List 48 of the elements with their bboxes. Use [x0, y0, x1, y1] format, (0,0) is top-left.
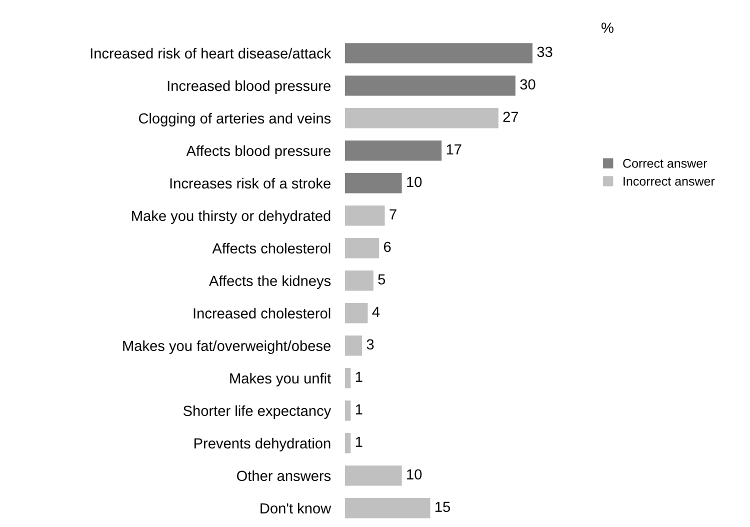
bar	[345, 140, 442, 161]
bar	[345, 466, 402, 486]
legend-label: Incorrect answer	[624, 176, 715, 186]
bar	[345, 173, 402, 194]
data-label: 3	[366, 339, 374, 350]
data-label: 27	[503, 112, 518, 122]
data-label: 30	[520, 79, 536, 90]
y-tick-label: Make you thirsty or dehydrated	[132, 210, 330, 224]
data-label: 1	[356, 436, 362, 447]
bar	[345, 336, 362, 356]
y-tick-label: Makes you unfit	[230, 372, 332, 386]
bar	[345, 433, 351, 454]
data-label: 17	[446, 144, 462, 154]
bar	[345, 303, 368, 324]
bar	[345, 76, 516, 96]
y-tick-label: Affects the kidneys	[209, 275, 331, 289]
y-tick-label: Shorter life expectancy	[183, 405, 332, 419]
legend-label: Correct answer	[623, 158, 708, 168]
bar	[345, 400, 351, 421]
bar	[345, 238, 380, 258]
text: %	[602, 22, 614, 33]
y-tick-label: Increased blood pressure	[168, 80, 330, 94]
data-label: 10	[407, 469, 422, 480]
data-label: 5	[378, 274, 386, 285]
bar	[345, 206, 385, 226]
bar	[345, 43, 532, 64]
bar	[345, 498, 430, 518]
y-tick-label: Affects blood pressure	[186, 145, 330, 159]
y-tick-label: Affects cholesterol	[212, 242, 330, 254]
data-label: 10	[407, 176, 422, 188]
y-tick-label: Increased risk of heart disease/attack	[90, 48, 332, 59]
data-label: 1	[356, 404, 362, 414]
data-label: 15	[436, 502, 450, 512]
data-label: 1	[356, 372, 362, 382]
y-tick-label: Makes you fat/overweight/obese	[123, 340, 330, 354]
y-tick-label: Prevents dehydration	[194, 438, 330, 452]
y-tick-label: Other answers	[236, 470, 331, 482]
data-label: 4	[372, 306, 380, 317]
data-label: 33	[537, 46, 552, 58]
bar	[345, 108, 498, 128]
bar	[345, 368, 351, 388]
y-tick-label: Clogging of arteries and veins	[138, 112, 331, 126]
y-tick-label: Increased cholesterol	[194, 308, 330, 319]
data-label: 6	[384, 242, 391, 252]
data-label: 7	[390, 209, 396, 220]
y-tick-label: Don't know	[260, 502, 332, 514]
bar	[345, 270, 374, 291]
y-tick-label: Increases risk of a stroke	[170, 178, 330, 189]
